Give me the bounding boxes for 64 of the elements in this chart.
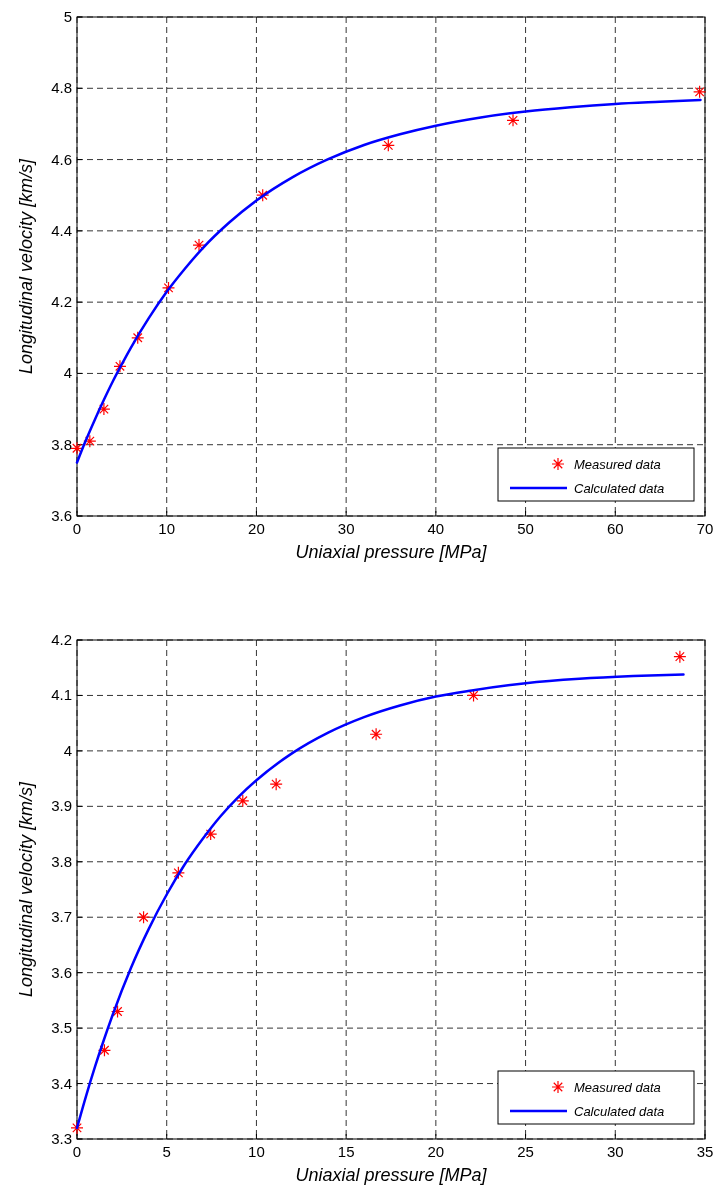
- x-tick-label: 20: [248, 520, 265, 537]
- y-tick-label: 3.7: [51, 908, 72, 926]
- x-tick-label: 10: [248, 1143, 265, 1160]
- y-tick-label: 3.4: [51, 1074, 72, 1092]
- y-tick-label: 3.3: [51, 1130, 72, 1147]
- point: [506, 113, 520, 127]
- y-tick-label: 3.8: [51, 435, 72, 453]
- y-tick-label: 4: [63, 741, 72, 759]
- x-tick-label: 15: [337, 1143, 355, 1160]
- point: [83, 434, 97, 448]
- y-tick-label: 4.4: [51, 221, 72, 239]
- x-tick-label: 30: [337, 520, 355, 537]
- point: [70, 1121, 84, 1135]
- x-axis-title: Uniaxial pressure [MPa]: [295, 1165, 488, 1185]
- y-tick-label: 4: [63, 364, 72, 382]
- y-axis-title: Longitudinal velocity [km/s]: [16, 780, 36, 998]
- x-tick-label: 50: [517, 520, 534, 537]
- x-tick-label: 35: [696, 1143, 713, 1160]
- y-tick-label: 3.8: [51, 852, 72, 870]
- point: [204, 827, 218, 841]
- point: [236, 794, 250, 808]
- y-tick-label: 4.2: [51, 293, 72, 311]
- point: [161, 281, 176, 295]
- point: [70, 441, 84, 455]
- y-tick-label: 4.6: [51, 150, 72, 168]
- x-tick-label: 20: [427, 1143, 445, 1160]
- point: [269, 777, 283, 791]
- x-tick-label: 5: [162, 1143, 171, 1160]
- point: [369, 727, 383, 741]
- y-tick-label: 4.1: [51, 686, 72, 704]
- legend-label: Calculated data: [574, 481, 665, 496]
- y-tick-label: 3.6: [51, 963, 72, 981]
- point: [192, 238, 206, 252]
- x-tick-label: 40: [427, 520, 445, 537]
- x-tick-label: 10: [158, 520, 176, 537]
- x-tick-label: 70: [696, 520, 713, 537]
- point: [131, 331, 145, 345]
- y-tick-label: 3.6: [51, 507, 72, 524]
- y-tick-label: 5: [63, 8, 72, 25]
- y-tick-label: 4.8: [51, 79, 72, 97]
- point: [97, 1043, 112, 1057]
- point: [171, 866, 185, 880]
- x-axis-title: Uniaxial pressure [MPa]: [295, 542, 488, 562]
- point: [673, 650, 687, 664]
- x-tick-label: 0: [72, 520, 82, 537]
- y-tick-label: 3.9: [51, 797, 72, 815]
- legend-label: Calculated data: [574, 1104, 665, 1119]
- x-tick-label: 60: [606, 520, 624, 537]
- y-tick-label: 4.2: [51, 631, 72, 648]
- y-axis-title: Longitudinal velocity [km/s]: [16, 157, 36, 375]
- x-tick-label: 0: [72, 1143, 82, 1160]
- point: [97, 402, 111, 416]
- point: [110, 1004, 125, 1019]
- point: [693, 85, 707, 99]
- x-tick-label: 30: [606, 1143, 624, 1160]
- legend-label: Measured data: [574, 1080, 661, 1095]
- line-series: [75, 673, 685, 1130]
- point: [381, 138, 395, 152]
- x-tick-label: 25: [517, 1143, 534, 1160]
- y-tick-label: 3.5: [51, 1019, 72, 1037]
- legend-label: Measured data: [574, 457, 661, 472]
- point: [113, 359, 127, 373]
- point: [136, 910, 151, 924]
- point: [256, 188, 270, 202]
